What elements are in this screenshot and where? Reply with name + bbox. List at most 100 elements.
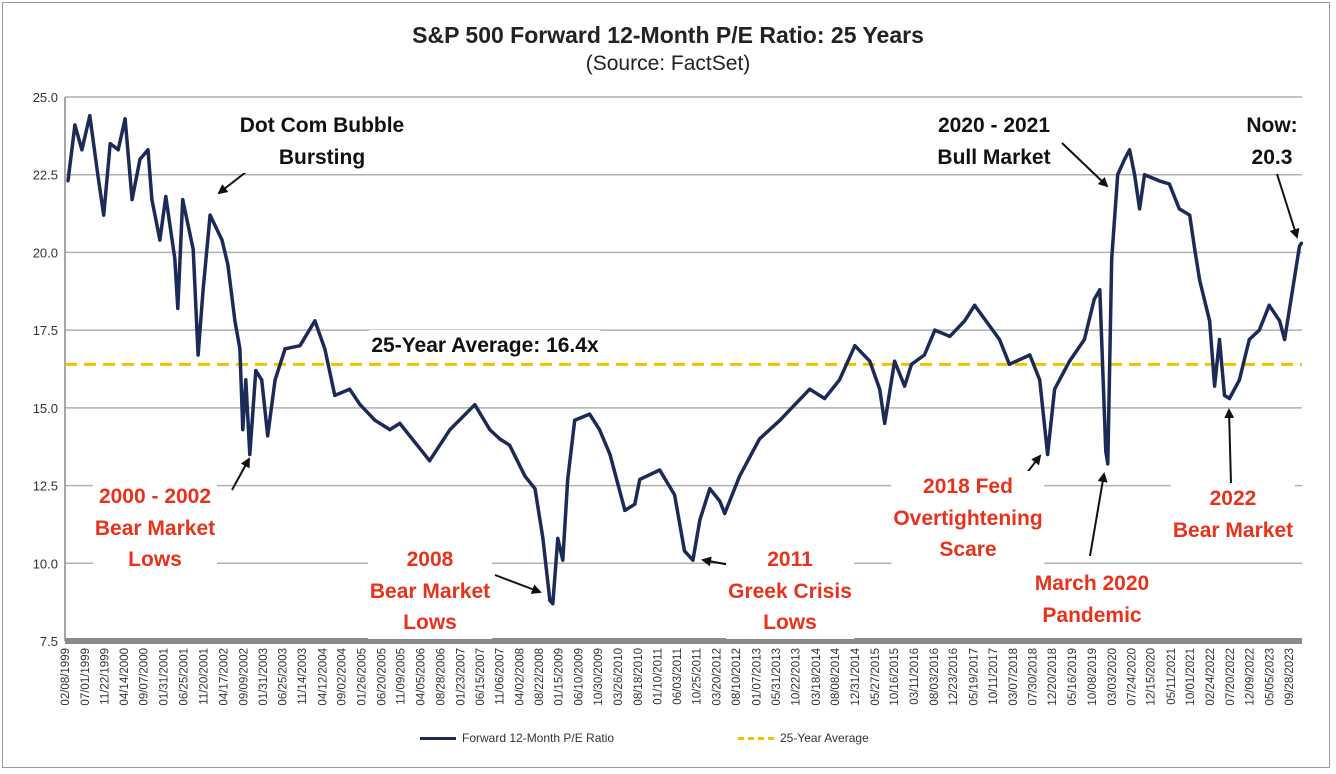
data-point [793, 403, 797, 407]
data-point [428, 459, 432, 463]
data-point [226, 263, 230, 267]
x-tick-label: 01/10/2011 [652, 648, 664, 705]
data-point [933, 328, 937, 332]
data-point [1132, 173, 1137, 177]
x-tick-label: 01/26/2005 [357, 648, 369, 706]
data-point [757, 437, 762, 441]
data-point [1247, 337, 1251, 342]
x-tick-label: 05/31/2013 [771, 648, 783, 706]
data-point [1278, 319, 1282, 323]
data-point [837, 378, 842, 382]
data-point [1007, 362, 1011, 366]
x-tick-label: 02/08/1999 [60, 648, 72, 706]
bear2008-arrow [494, 574, 542, 594]
annotation-now: Now: 20.3 [1244, 110, 1300, 173]
chart-subtitle: (Source: FactSet) [585, 52, 751, 75]
data-point [96, 173, 100, 177]
data-point [822, 396, 827, 401]
annotation-line: 2020 - 2021 [935, 110, 1053, 142]
annotation-average: 25-Year Average: 16.4x [369, 330, 601, 362]
pandemic-arrow [1089, 472, 1108, 557]
data-point [1198, 278, 1202, 283]
data-point [358, 403, 362, 407]
data-point [388, 428, 392, 432]
data-point [1227, 396, 1232, 401]
data-point [808, 387, 812, 391]
data-point [238, 347, 242, 351]
x-tick-label: 11/14/2003 [297, 648, 309, 705]
annotation-line: Bear Market [1170, 514, 1296, 546]
x-tick-label: 08/22/2008 [534, 648, 546, 706]
annotation-line: 2011 [726, 544, 854, 576]
data-point [254, 368, 258, 373]
data-point [778, 418, 782, 422]
data-point [1299, 241, 1304, 245]
data-point [173, 257, 177, 261]
x-tick-label: 12/15/2020 [1146, 648, 1158, 706]
annotation-line: Overtightening [891, 502, 1045, 534]
x-tick-label: 11/09/2005 [396, 648, 408, 705]
data-point [266, 434, 270, 438]
data-point [718, 499, 722, 503]
y-tick-label: 7.5 [40, 634, 58, 649]
x-tick-label: 11/06/2007 [495, 648, 507, 705]
data-point [623, 508, 627, 513]
data-point [878, 387, 882, 391]
annotation-pandemic: March 2020 Pandemic [1032, 568, 1152, 631]
data-point [541, 536, 545, 541]
data-point [73, 123, 77, 127]
data-point [1167, 182, 1171, 186]
annotation-bear-2022: 2022 Bear Market [1170, 483, 1296, 546]
data-point [963, 319, 967, 323]
data-point [973, 303, 977, 307]
data-point [738, 474, 742, 478]
data-point [723, 511, 727, 516]
x-tick-label: 10/01/2021 [1185, 648, 1197, 706]
data-point [1098, 288, 1102, 292]
data-point [1177, 207, 1181, 211]
data-point [597, 428, 602, 432]
data-point [1257, 328, 1261, 332]
data-point [533, 487, 537, 491]
data-point [608, 452, 612, 457]
annotation-line: Bear Market [92, 512, 218, 544]
x-tick-label: 06/03/2011 [672, 648, 684, 705]
data-point [1116, 173, 1120, 177]
x-tick-label: 11/22/1999 [99, 648, 111, 705]
data-point [102, 213, 106, 217]
annotation-line: 2022 [1170, 483, 1296, 515]
x-tick-label: 07/24/2020 [1126, 648, 1138, 706]
data-point [1053, 387, 1057, 391]
x-tick-label: 08/08/2014 [830, 647, 842, 705]
data-point [244, 378, 248, 382]
data-point [158, 238, 162, 242]
x-tick-label: 05/27/2015 [870, 648, 882, 706]
x-tick-label: 11/20/2001 [198, 648, 210, 705]
x-tick-label: 03/20/2012 [712, 648, 724, 706]
x-tick-label: 05/19/2017 [968, 648, 980, 706]
data-point [1028, 353, 1032, 357]
data-point [196, 353, 200, 357]
now-arrow [1276, 173, 1300, 239]
data-point [348, 387, 352, 391]
data-point [1283, 337, 1287, 342]
x-tick-label: 01/15/2009 [554, 648, 566, 706]
data-point [233, 319, 237, 323]
x-tick-label: 08/10/2012 [731, 648, 743, 706]
data-point [1123, 157, 1127, 161]
data-point [208, 213, 212, 217]
data-point [893, 359, 897, 363]
data-point [298, 344, 302, 348]
data-point [902, 384, 907, 388]
y-tick-label: 25.0 [33, 90, 58, 105]
data-point [1157, 179, 1162, 183]
annotation-line: 20.3 [1244, 141, 1300, 173]
x-tick-label: 04/12/2004 [317, 647, 329, 705]
data-point [556, 536, 560, 541]
x-tick-label: 06/10/2009 [574, 648, 586, 706]
bear0002-arrow [231, 457, 250, 491]
data-point [508, 443, 512, 447]
data-point [273, 378, 277, 382]
y-tick-label: 10.0 [33, 556, 58, 571]
annotation-fed-2018: 2018 Fed Overtightening Scare [891, 471, 1045, 566]
